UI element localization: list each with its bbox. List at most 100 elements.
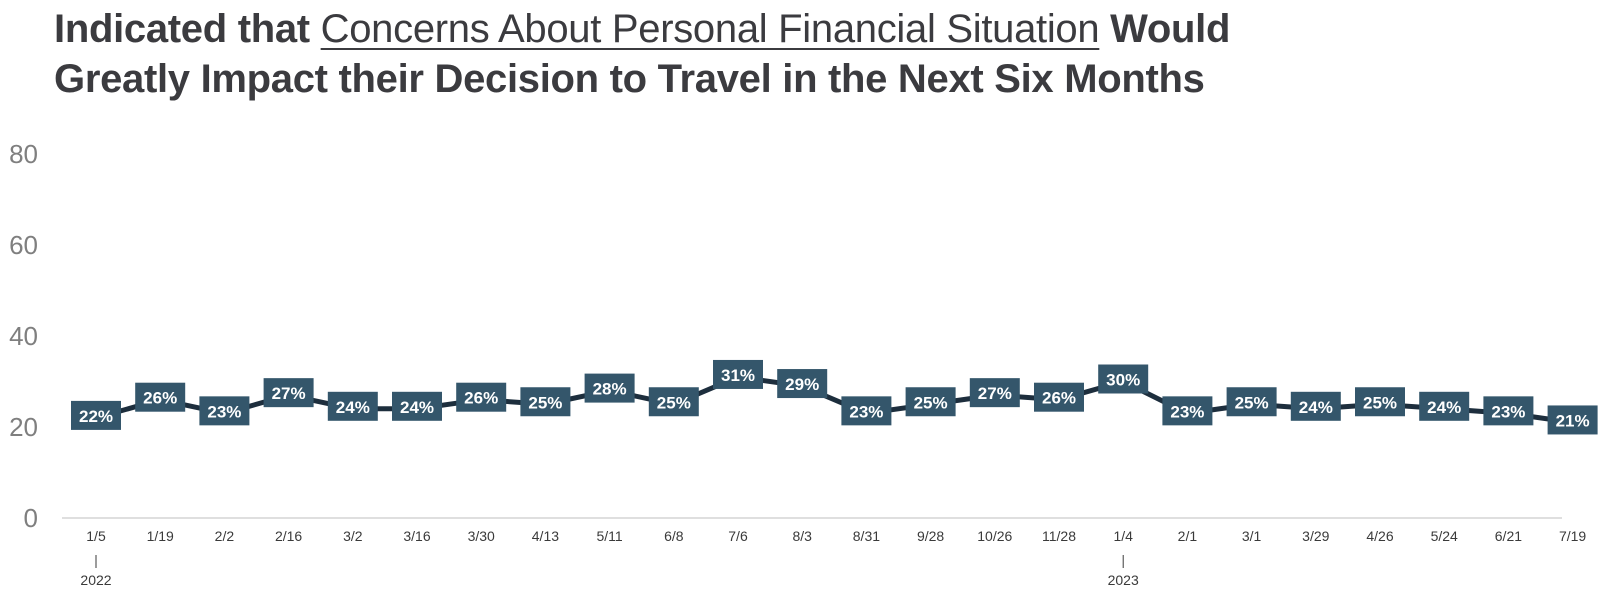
data-label: 23% bbox=[1483, 396, 1534, 426]
x-tick-label: 2/1 bbox=[1178, 528, 1198, 544]
data-label-text: 26% bbox=[143, 389, 177, 408]
data-label-box bbox=[71, 400, 121, 430]
x-tick-label: 11/28 bbox=[1042, 528, 1076, 544]
data-label: 24% bbox=[1290, 391, 1341, 421]
y-tick-label: 40 bbox=[9, 321, 38, 351]
x-tick-label: 3/16 bbox=[403, 528, 430, 544]
x-tick-label: 10/26 bbox=[977, 528, 1012, 544]
data-label-box bbox=[263, 378, 314, 408]
data-label: 23% bbox=[841, 396, 892, 426]
y-axis: 0 20 40 60 80 bbox=[9, 139, 38, 533]
x-tick-label: 5/11 bbox=[596, 528, 622, 544]
data-label-box bbox=[1226, 387, 1277, 417]
data-label-text: 25% bbox=[657, 393, 691, 412]
data-label-box bbox=[1034, 382, 1084, 412]
title-suffix: Would bbox=[1099, 7, 1231, 51]
y-tick-label: 0 bbox=[24, 503, 38, 533]
data-label: 27% bbox=[969, 378, 1020, 408]
data-label-box bbox=[1483, 396, 1534, 426]
data-label: 28% bbox=[584, 373, 635, 403]
x-tick-label: 1/5 bbox=[86, 528, 106, 544]
data-label-box bbox=[969, 378, 1020, 408]
data-label-text: 29% bbox=[785, 375, 819, 394]
x-tick-label: 6/21 bbox=[1495, 528, 1522, 544]
data-label-box bbox=[1419, 391, 1470, 421]
x-tick-label: 3/2 bbox=[343, 528, 363, 544]
title-prefix: Indicated that bbox=[54, 7, 321, 51]
data-label-box bbox=[392, 391, 442, 421]
x-tick-label: 8/31 bbox=[853, 528, 880, 544]
data-label: 26% bbox=[1034, 382, 1084, 412]
data-label-box bbox=[327, 391, 378, 421]
data-label-text: 25% bbox=[528, 393, 562, 412]
x-tick-label: 3/30 bbox=[468, 528, 495, 544]
x-tick-label: 7/6 bbox=[728, 528, 748, 544]
x-tick-label: 4/13 bbox=[532, 528, 559, 544]
data-label-text: 31% bbox=[721, 366, 755, 385]
data-label-box bbox=[1290, 391, 1341, 421]
data-label-text: 25% bbox=[1235, 393, 1269, 412]
data-label-box bbox=[841, 396, 892, 426]
data-label: 27% bbox=[263, 378, 314, 408]
data-label: 25% bbox=[648, 387, 699, 417]
x-tick-label: 6/8 bbox=[664, 528, 684, 544]
data-label: 26% bbox=[135, 382, 186, 412]
series-line-group bbox=[93, 374, 1576, 425]
x-tick-label: 3/29 bbox=[1302, 528, 1329, 544]
year-marker-label: 2022 bbox=[80, 572, 111, 588]
data-labels: 22% 26% 23% 27% 24% 24% 26% 25% 28% 25% 31% 29% 23% 2… bbox=[71, 359, 1598, 435]
data-label: 29% bbox=[777, 369, 828, 399]
year-marker-label: 2023 bbox=[1108, 572, 1139, 588]
data-label: 31% bbox=[713, 359, 763, 389]
data-label-text: 27% bbox=[272, 384, 306, 403]
data-label-text: 27% bbox=[978, 384, 1012, 403]
y-tick-label: 20 bbox=[9, 412, 38, 442]
data-label-text: 24% bbox=[1427, 398, 1461, 417]
data-label-box bbox=[777, 369, 828, 399]
data-label-box bbox=[135, 382, 186, 412]
data-label: 24% bbox=[1419, 391, 1470, 421]
data-label: 22% bbox=[71, 400, 121, 430]
data-label-box bbox=[520, 387, 571, 417]
chart-title: Indicated that Concerns About Personal F… bbox=[54, 4, 1230, 104]
data-label-box bbox=[648, 387, 699, 417]
data-label-box bbox=[1355, 387, 1405, 417]
x-tick-label: 8/3 bbox=[792, 528, 812, 544]
data-label-text: 22% bbox=[79, 407, 113, 426]
x-axis: 1/5 1/19 2/2 2/16 3/2 3/16 3/30 4/13 5/11 6/8 7/6 8… bbox=[62, 517, 1586, 588]
data-label-box bbox=[584, 373, 635, 403]
series-line bbox=[93, 374, 1576, 425]
data-label-text: 28% bbox=[593, 380, 627, 399]
data-label-text: 23% bbox=[849, 402, 883, 421]
y-tick-label: 60 bbox=[9, 230, 38, 260]
data-label-box bbox=[905, 387, 956, 417]
x-tick-label: 9/28 bbox=[917, 528, 944, 544]
data-label: 24% bbox=[327, 391, 378, 421]
x-tick-label: 2/2 bbox=[215, 528, 235, 544]
data-label: 25% bbox=[1226, 387, 1277, 417]
data-label: 23% bbox=[199, 396, 250, 426]
data-label-text: 21% bbox=[1556, 411, 1590, 430]
x-tick-label: 1/4 bbox=[1113, 528, 1133, 544]
data-label-text: 24% bbox=[336, 398, 370, 417]
y-tick-label: 80 bbox=[9, 139, 38, 169]
data-label-text: 24% bbox=[1299, 398, 1333, 417]
data-label-text: 23% bbox=[1491, 402, 1525, 421]
data-label: 24% bbox=[392, 391, 442, 421]
data-label-box bbox=[713, 359, 763, 389]
data-label: 23% bbox=[1162, 396, 1213, 426]
data-label-text: 23% bbox=[207, 402, 241, 421]
data-label-text: 26% bbox=[464, 389, 498, 408]
data-label-box bbox=[199, 396, 250, 426]
data-label-box bbox=[1162, 396, 1213, 426]
data-label: 26% bbox=[456, 382, 507, 412]
x-tick-label: 5/24 bbox=[1431, 528, 1458, 544]
data-label: 25% bbox=[1355, 387, 1405, 417]
data-label: 30% bbox=[1098, 364, 1149, 394]
data-label-box bbox=[1547, 405, 1598, 435]
data-label-text: 26% bbox=[1042, 389, 1076, 408]
x-tick-label: 7/19 bbox=[1559, 528, 1586, 544]
data-label-text: 25% bbox=[914, 393, 948, 412]
title-highlight: Concerns About Personal Financial Situat… bbox=[320, 7, 1100, 51]
title-line2: Greatly Impact their Decision to Travel … bbox=[54, 57, 1205, 101]
